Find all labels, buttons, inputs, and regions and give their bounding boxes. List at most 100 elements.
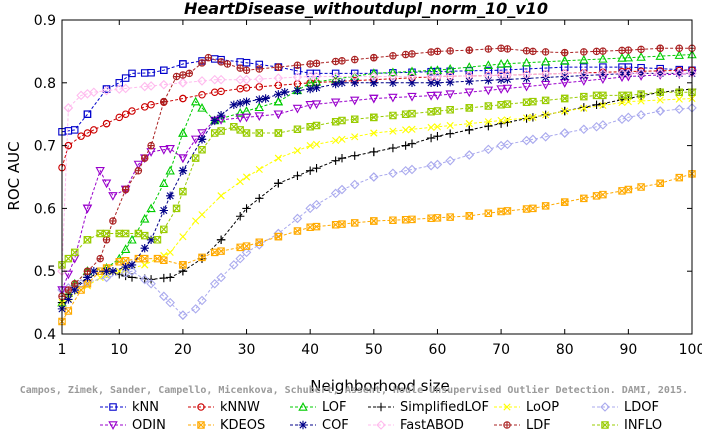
series-marker [465, 67, 474, 75]
series-line [61, 58, 693, 133]
series-layer [57, 44, 697, 326]
series-marker [618, 187, 626, 195]
series-marker [121, 229, 130, 238]
series-marker [160, 225, 168, 234]
series-marker [484, 102, 493, 110]
series-marker [216, 113, 226, 123]
series-marker [120, 83, 131, 94]
data-point [190, 96, 201, 106]
series-marker [312, 121, 321, 130]
data-point [230, 123, 238, 131]
series-marker [388, 143, 398, 153]
x-tick-label: 60 [429, 342, 447, 358]
series-marker [254, 112, 264, 122]
series-marker [197, 135, 207, 144]
data-point [305, 166, 315, 175]
series-marker [274, 154, 282, 162]
legend-item-inflo: INFLO [592, 418, 662, 433]
series-marker [159, 178, 169, 188]
series-marker [580, 92, 588, 101]
data-point [305, 84, 315, 94]
series-marker [350, 55, 359, 64]
y-tick-label: 0.6 [34, 201, 56, 217]
series-marker [408, 109, 416, 118]
legend-item-odin: ODIN [100, 418, 166, 433]
data-point [432, 65, 443, 74]
series-marker [465, 120, 473, 128]
legend-item-fastabod: FastABOD [368, 418, 464, 433]
series-marker [197, 129, 207, 138]
series-marker [292, 104, 303, 114]
data-point [146, 235, 156, 244]
legend: kNN kNNW LOF SimplifiedLOF LoOP LDOF ODIN KDEOS… [100, 400, 662, 433]
series-marker [331, 220, 340, 229]
series-marker [312, 140, 321, 148]
series-marker [274, 63, 283, 71]
series-marker [465, 212, 474, 220]
series-marker [675, 88, 684, 96]
series-marker [217, 87, 225, 96]
series-marker [656, 88, 664, 96]
series-marker [598, 99, 608, 108]
series-marker [521, 57, 532, 67]
data-point [402, 126, 410, 134]
series-line [61, 173, 693, 322]
series-marker [503, 45, 512, 53]
series-marker [407, 164, 417, 175]
series-line [61, 69, 693, 168]
series-marker [598, 70, 608, 79]
series-kdeos [58, 170, 696, 326]
series-marker [159, 273, 169, 283]
data-point [496, 85, 506, 95]
series-marker [236, 84, 244, 93]
series-marker [636, 52, 646, 61]
series-marker [674, 50, 684, 59]
series-marker [235, 107, 245, 117]
series-marker [274, 179, 283, 188]
series-marker [331, 117, 340, 126]
series-marker [274, 129, 283, 137]
data-point [229, 260, 239, 270]
series-marker [655, 68, 665, 79]
data-point [306, 60, 314, 68]
series-line [61, 72, 692, 310]
series-marker [483, 70, 494, 81]
series-marker [407, 66, 417, 76]
series-marker [427, 107, 435, 116]
series-marker [139, 81, 150, 92]
series-marker [541, 202, 550, 210]
data-point [165, 191, 175, 201]
series-marker [350, 151, 359, 160]
series-marker [617, 53, 627, 62]
series-marker [483, 60, 494, 69]
series-marker [235, 114, 245, 123]
data-point [133, 160, 144, 170]
series-marker [580, 48, 588, 56]
data-point [89, 87, 99, 97]
data-point [369, 172, 379, 182]
data-point [592, 47, 601, 56]
series-marker [369, 147, 379, 157]
series-ldf [58, 44, 696, 300]
series-marker [159, 291, 169, 302]
series-marker [560, 198, 569, 206]
series-marker [521, 69, 532, 80]
series-marker [101, 179, 112, 189]
series-marker [350, 115, 359, 123]
series-marker [350, 219, 359, 227]
series-marker [292, 213, 303, 224]
series-marker [502, 139, 513, 150]
series-marker [159, 79, 169, 90]
series-marker [64, 254, 73, 263]
series-marker [580, 104, 588, 112]
data-point [166, 248, 174, 256]
data-point [146, 203, 156, 213]
series-marker [63, 270, 74, 280]
data-point [433, 107, 442, 115]
series-marker [446, 47, 454, 55]
series-marker [408, 68, 416, 76]
data-point [497, 207, 505, 216]
series-marker [446, 106, 454, 114]
axes-layer: 1 10 20 30 40 50 60 70 80 90 100 0.4 0.5 0.6 0.7 0.8 0.9 [34, 13, 702, 358]
series-marker [160, 97, 168, 106]
